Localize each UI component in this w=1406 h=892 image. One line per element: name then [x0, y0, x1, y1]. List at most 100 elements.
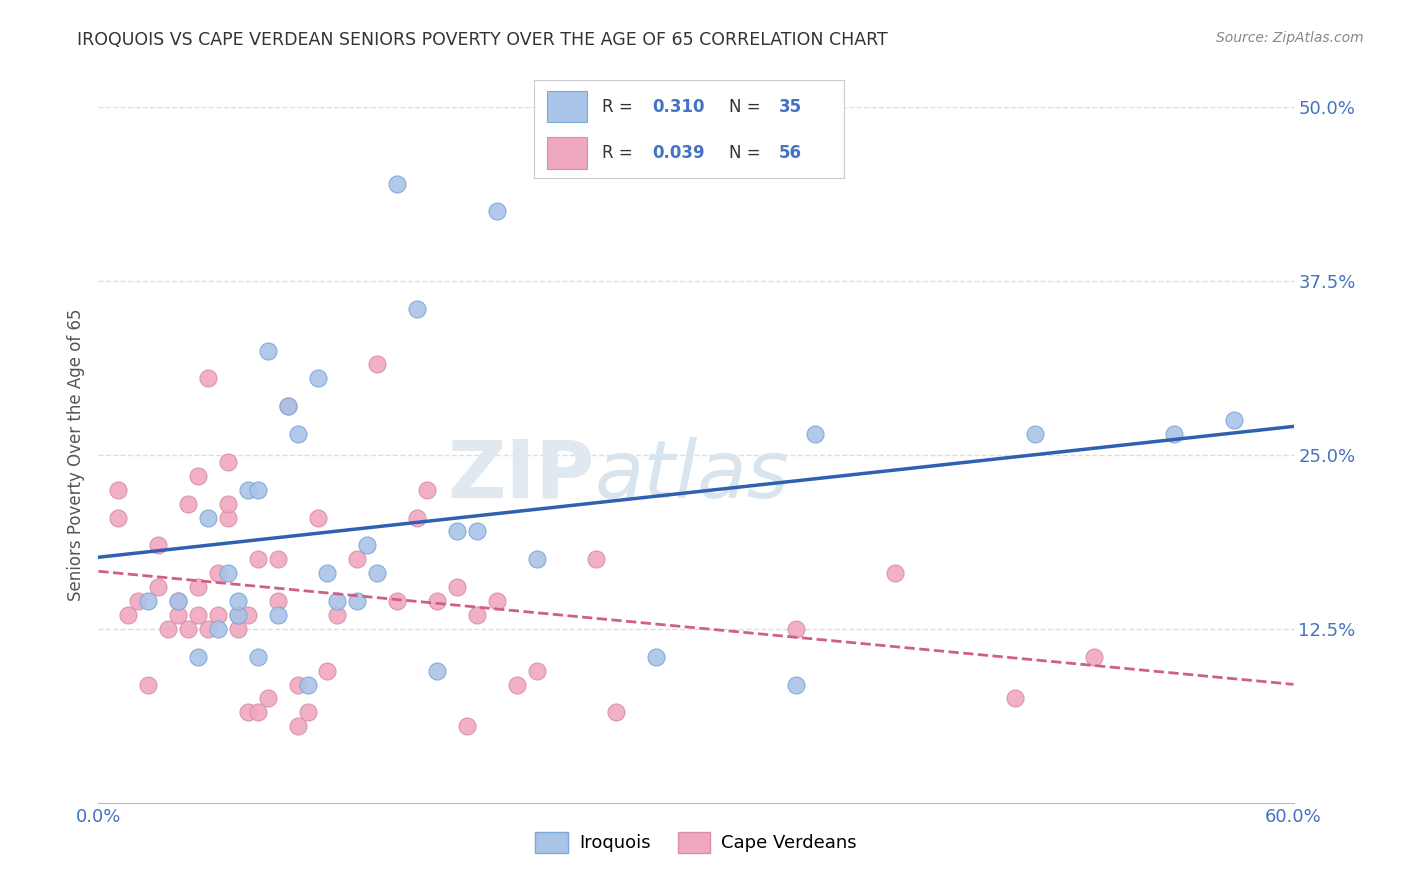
Point [167, 594, 190, 608]
Point [526, 664, 548, 678]
Point [1163, 427, 1185, 442]
Text: 56: 56 [779, 144, 801, 161]
Point [804, 427, 827, 442]
Bar [547, 137, 586, 169]
Text: R =: R = [602, 144, 638, 161]
Point [526, 552, 548, 566]
Point [1024, 427, 1046, 442]
Point [506, 677, 529, 691]
Point [465, 524, 488, 539]
Point [226, 594, 249, 608]
Point [226, 607, 249, 622]
Point [207, 622, 229, 636]
Text: atlas: atlas [595, 437, 789, 515]
Point [107, 483, 129, 497]
Point [346, 552, 368, 566]
Point [236, 706, 259, 720]
Point [456, 719, 478, 733]
Point [267, 552, 290, 566]
Text: ZIP: ZIP [447, 437, 595, 515]
Point [207, 607, 229, 622]
Point [366, 358, 388, 372]
Text: 0.310: 0.310 [652, 98, 704, 116]
Point [1004, 691, 1026, 706]
Text: Source: ZipAtlas.com: Source: ZipAtlas.com [1216, 31, 1364, 45]
Point [326, 594, 349, 608]
Point [307, 371, 329, 385]
Point [316, 664, 339, 678]
Point [148, 538, 170, 552]
Point [297, 706, 319, 720]
Point [585, 552, 607, 566]
Text: R =: R = [602, 98, 638, 116]
Point [246, 552, 269, 566]
Point [217, 510, 239, 524]
Point [236, 483, 259, 497]
Point [785, 622, 807, 636]
Point [177, 622, 200, 636]
Point [446, 524, 468, 539]
Point [246, 483, 269, 497]
Point [197, 622, 219, 636]
Point [217, 455, 239, 469]
Point [267, 607, 290, 622]
Point [406, 301, 429, 316]
Y-axis label: Seniors Poverty Over the Age of 65: Seniors Poverty Over the Age of 65 [66, 309, 84, 601]
Point [157, 622, 180, 636]
Text: IROQUOIS VS CAPE VERDEAN SENIORS POVERTY OVER THE AGE OF 65 CORRELATION CHART: IROQUOIS VS CAPE VERDEAN SENIORS POVERTY… [77, 31, 889, 49]
Point [1223, 413, 1246, 427]
Text: 0.039: 0.039 [652, 144, 704, 161]
Bar [547, 91, 586, 122]
Point [605, 706, 627, 720]
Point [177, 497, 200, 511]
Point [217, 497, 239, 511]
Point [316, 566, 339, 581]
Point [117, 607, 139, 622]
Point [187, 649, 209, 664]
Legend: Iroquois, Cape Verdeans: Iroquois, Cape Verdeans [529, 824, 863, 860]
Point [785, 677, 807, 691]
Point [356, 538, 378, 552]
Point [465, 607, 488, 622]
Point [277, 399, 299, 413]
Point [385, 177, 409, 191]
Point [366, 566, 388, 581]
Point [297, 677, 319, 691]
Point [485, 594, 508, 608]
Text: 35: 35 [779, 98, 801, 116]
Point [136, 677, 159, 691]
Point [277, 399, 299, 413]
Point [197, 371, 219, 385]
Point [246, 706, 269, 720]
Text: N =: N = [730, 98, 766, 116]
Point [1083, 649, 1105, 664]
Point [287, 427, 309, 442]
Text: N =: N = [730, 144, 766, 161]
Point [236, 607, 259, 622]
Point [287, 719, 309, 733]
Point [426, 664, 449, 678]
Point [485, 204, 508, 219]
Point [167, 594, 190, 608]
Point [197, 510, 219, 524]
Point [256, 691, 278, 706]
Point [187, 468, 209, 483]
Point [645, 649, 668, 664]
Point [187, 607, 209, 622]
Point [884, 566, 907, 581]
Point [385, 594, 409, 608]
Point [326, 607, 349, 622]
Point [256, 343, 278, 358]
Point [167, 607, 190, 622]
Point [136, 594, 159, 608]
Point [148, 580, 170, 594]
Point [107, 510, 129, 524]
Point [217, 566, 239, 581]
Point [346, 594, 368, 608]
Point [127, 594, 149, 608]
Point [187, 580, 209, 594]
Point [406, 510, 429, 524]
Point [416, 483, 439, 497]
Point [267, 594, 290, 608]
Point [446, 580, 468, 594]
